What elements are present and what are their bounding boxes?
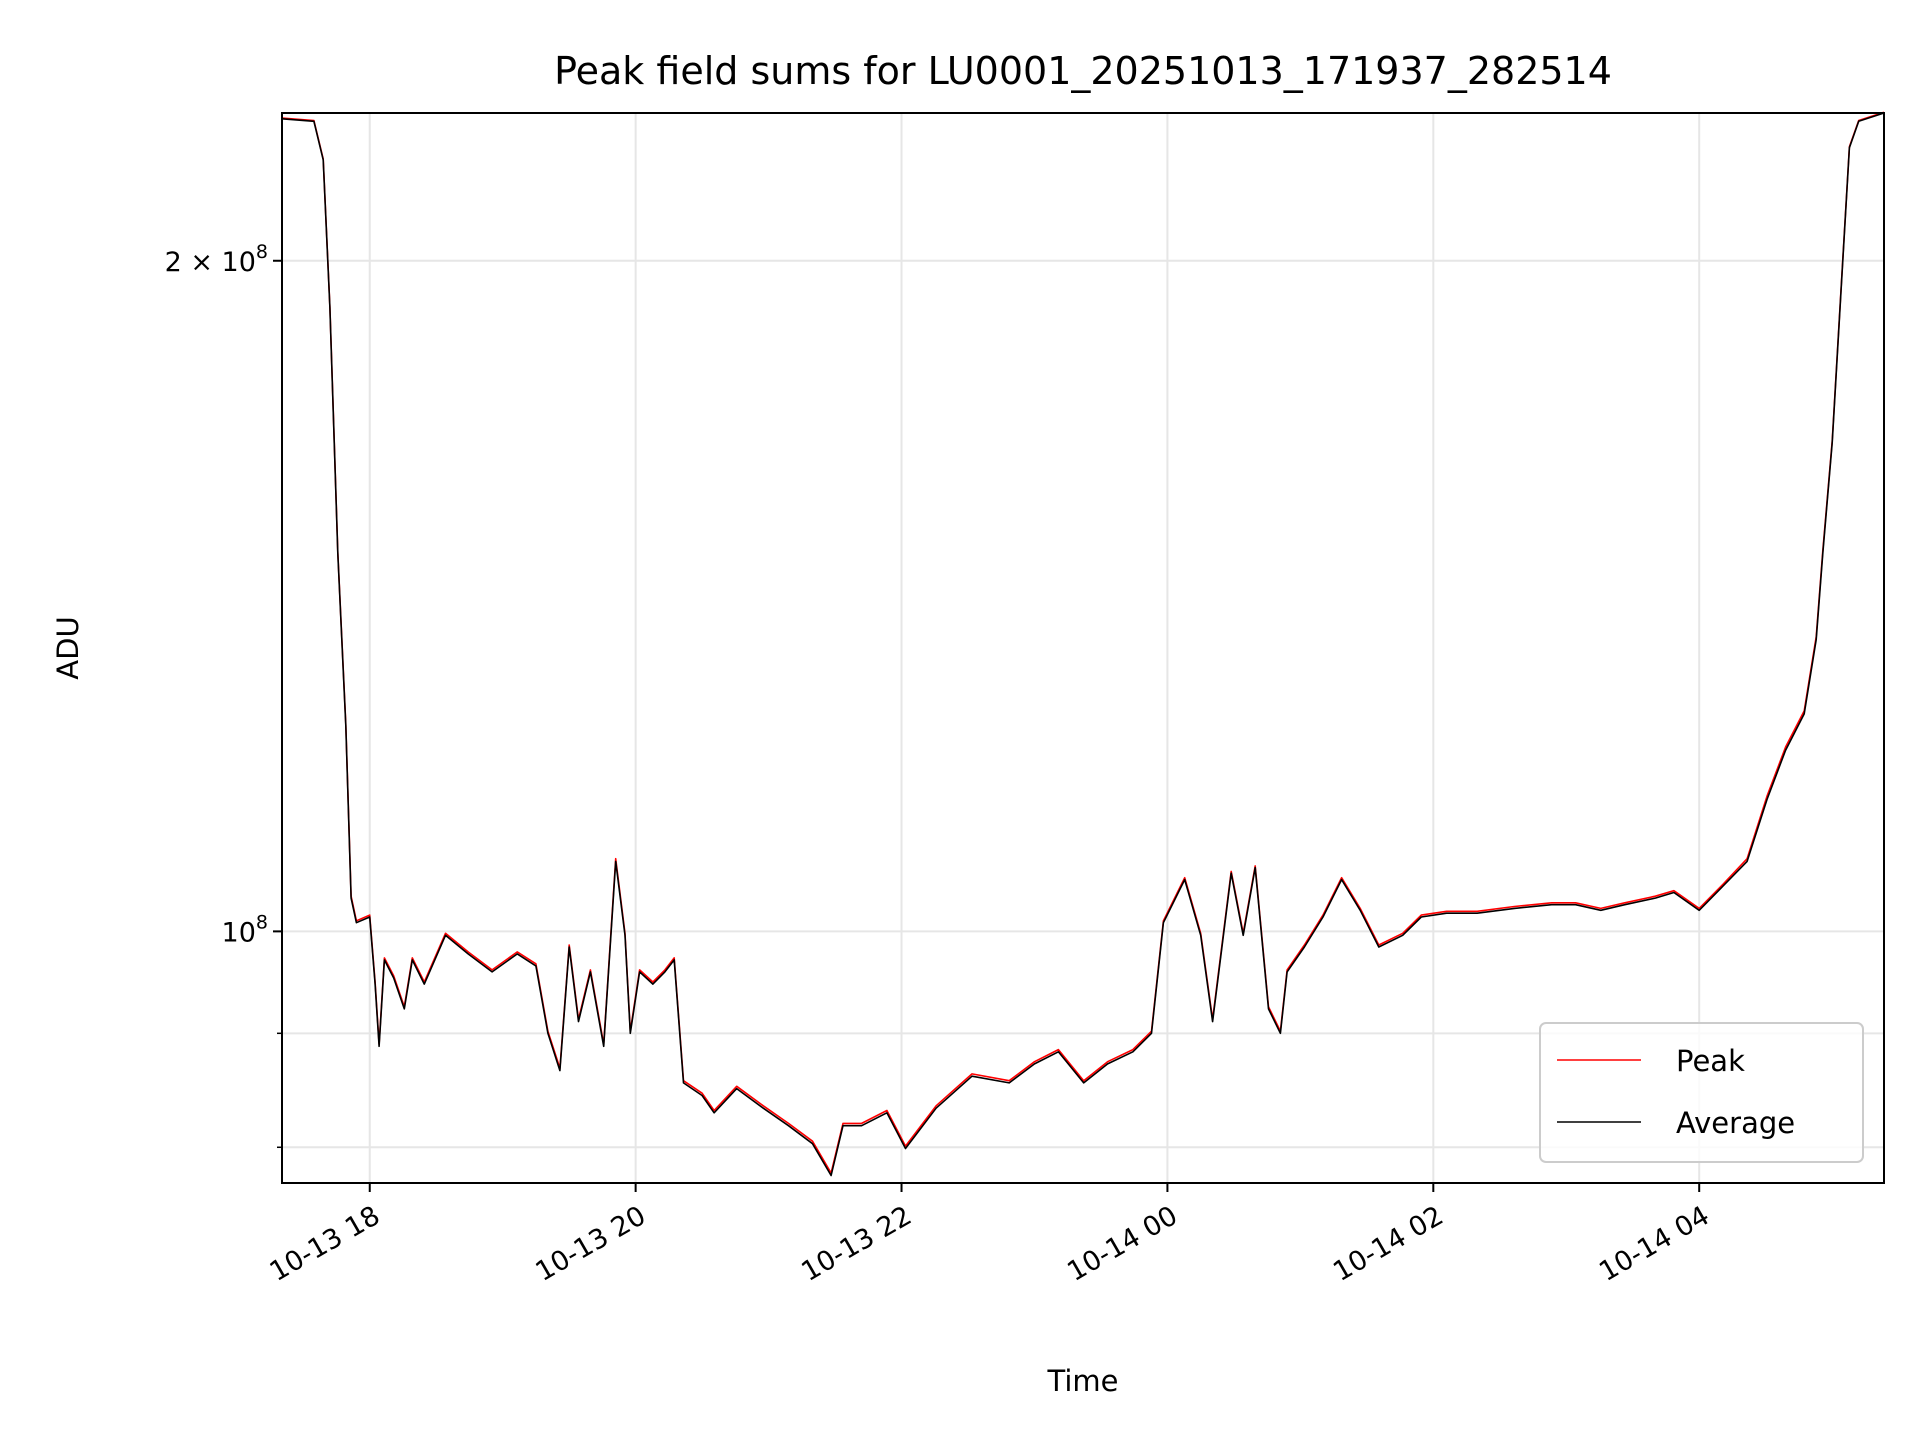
legend-average-label: Average xyxy=(1676,1106,1795,1140)
series-lines xyxy=(281,111,1885,1177)
chart-title: Peak field sums for LU0001_20251013_1719… xyxy=(554,49,1612,93)
series-line-average xyxy=(281,112,1885,1177)
legend-box xyxy=(1539,1022,1864,1163)
series-line-peak xyxy=(281,111,1885,1174)
y-axis-label: ADU xyxy=(51,616,85,679)
x-tick-label: 10-14 04 xyxy=(1594,1200,1715,1288)
x-tick-label: 10-14 02 xyxy=(1328,1200,1449,1288)
x-axis: 10-13 18 10-13 20 10-13 22 10-14 00 10-14 02… xyxy=(265,1183,1715,1288)
x-tick-label: 10-13 20 xyxy=(530,1200,651,1288)
y-tick-label: 2 × 108 xyxy=(165,241,268,278)
legend-peak-label: Peak xyxy=(1676,1044,1745,1078)
y-axis: 108 2 × 108 xyxy=(165,241,282,1149)
x-tick-label: 10-13 18 xyxy=(265,1200,386,1288)
legend: Peak Average xyxy=(1539,1022,1864,1163)
y-tick-label: 108 xyxy=(222,911,268,948)
axes-frame xyxy=(281,112,1885,1184)
x-tick-label: 10-14 00 xyxy=(1062,1200,1183,1288)
x-axis-label: Time xyxy=(1047,1364,1119,1398)
x-tick-label: 10-13 22 xyxy=(796,1200,917,1288)
